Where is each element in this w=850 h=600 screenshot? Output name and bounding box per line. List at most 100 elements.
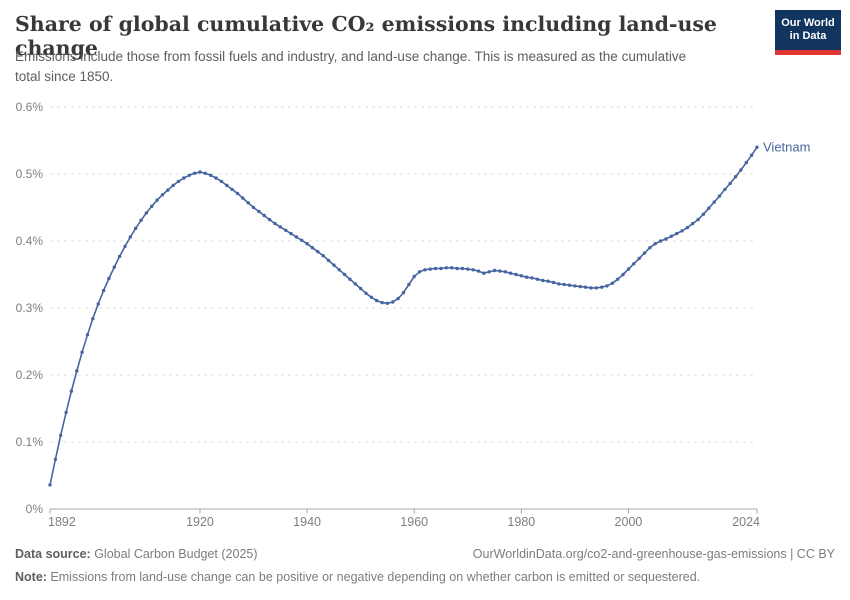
series-point: [589, 286, 593, 290]
series-point: [134, 226, 138, 230]
footer-source-row: Data source: Global Carbon Budget (2025)…: [15, 547, 835, 561]
series-point: [257, 209, 261, 214]
series-point: [219, 179, 224, 184]
series-point: [658, 239, 663, 243]
x-tick-label: 2000: [615, 515, 643, 529]
series-point: [712, 200, 716, 204]
series-point: [498, 269, 502, 273]
series-point: [69, 389, 74, 393]
series-point: [214, 176, 218, 180]
series-point: [385, 301, 390, 305]
series-point: [59, 433, 63, 437]
series-point: [450, 266, 454, 270]
series-point: [230, 187, 234, 192]
x-tick-label: 2024: [732, 515, 760, 529]
owid-logo-line1: Our World: [781, 17, 835, 29]
series-point: [294, 235, 299, 239]
series-point: [123, 244, 127, 249]
line-chart[interactable]: 0% 0.1% 0.2% 0.3% 0.4% 0.5% 0.6% 1892 1920 1940 19…: [0, 90, 850, 550]
series-point: [412, 274, 416, 279]
series-point: [755, 145, 759, 149]
series-point: [685, 225, 690, 230]
series-point: [466, 267, 470, 271]
series-point: [332, 263, 336, 267]
series-point: [182, 176, 186, 180]
series-point: [284, 228, 288, 232]
series-point: [101, 288, 106, 293]
series-point: [305, 242, 309, 246]
series-point: [583, 285, 588, 289]
series-point: [733, 175, 738, 179]
citation-link[interactable]: OurWorldinData.org/co2-and-greenhouse-ga…: [472, 547, 835, 561]
series-point: [551, 280, 556, 285]
series-point: [632, 262, 636, 266]
series-point: [380, 300, 384, 305]
series-point: [707, 206, 711, 210]
series-point: [492, 268, 497, 273]
series-point: [176, 179, 181, 184]
series-point: [326, 258, 331, 263]
series-point: [401, 290, 406, 295]
series-point: [359, 286, 363, 291]
series-point: [691, 221, 695, 226]
x-tick-label: 1980: [507, 515, 535, 529]
series-point: [342, 272, 347, 277]
data-source-label: Data source:: [15, 547, 91, 561]
series-point: [744, 160, 748, 165]
series-point: [160, 193, 165, 197]
chart-subtitle: Emissions include those from fossil fuel…: [15, 49, 687, 84]
y-tick-label: 0.6%: [16, 100, 44, 114]
chart-title: Share of global cumulative CO₂ emissions…: [15, 12, 717, 60]
series-point: [717, 194, 722, 198]
series-point: [192, 171, 197, 175]
owid-logo[interactable]: Our World in Data: [775, 10, 841, 55]
series-point: [396, 296, 400, 301]
series-point: [637, 256, 641, 261]
series-point: [391, 300, 395, 304]
series-point: [225, 183, 229, 188]
series-point: [348, 277, 352, 281]
series-point: [117, 254, 122, 259]
x-tick-label: 1920: [186, 515, 214, 529]
series-point: [648, 246, 652, 250]
series-line-vietnam[interactable]: [49, 146, 758, 486]
series-point: [53, 457, 58, 462]
y-tick-label: 0.1%: [16, 435, 44, 449]
series-point: [739, 168, 743, 172]
series-point: [557, 282, 561, 286]
series-point: [150, 204, 154, 208]
series-point: [64, 410, 68, 415]
series-point: [273, 221, 277, 226]
series-point: [439, 266, 443, 271]
series-point: [128, 235, 132, 239]
series-point: [562, 282, 566, 287]
note-value: Emissions from land-use change can be po…: [46, 570, 701, 584]
series-point: [48, 483, 52, 487]
series-point: [749, 153, 754, 157]
series-point: [198, 170, 202, 174]
entity-label-vietnam[interactable]: Vietnam: [763, 140, 810, 155]
series-point: [155, 198, 159, 202]
series-point: [316, 250, 320, 254]
series-point: [723, 187, 727, 192]
series-point: [241, 196, 245, 200]
data-source-line: Data source: Global Carbon Budget (2025): [15, 547, 258, 561]
series-point: [433, 266, 438, 271]
footer-note-row: Note: Emissions from land-use change can…: [15, 570, 835, 584]
series-point: [621, 272, 625, 277]
series-point: [460, 266, 465, 271]
series-point: [262, 213, 266, 218]
series-point: [75, 369, 79, 373]
series-point: [610, 281, 615, 285]
series-point: [535, 277, 540, 281]
series-point: [107, 276, 111, 281]
series-point: [203, 171, 207, 175]
series-point: [525, 275, 529, 279]
y-tick-label: 0%: [26, 502, 44, 516]
y-tick-label: 0.4%: [16, 234, 44, 248]
series-point: [166, 188, 170, 192]
y-tick-label: 0.3%: [16, 301, 44, 315]
series-point: [669, 234, 673, 238]
series-point: [616, 277, 620, 281]
x-tick-label: 1960: [400, 515, 428, 529]
